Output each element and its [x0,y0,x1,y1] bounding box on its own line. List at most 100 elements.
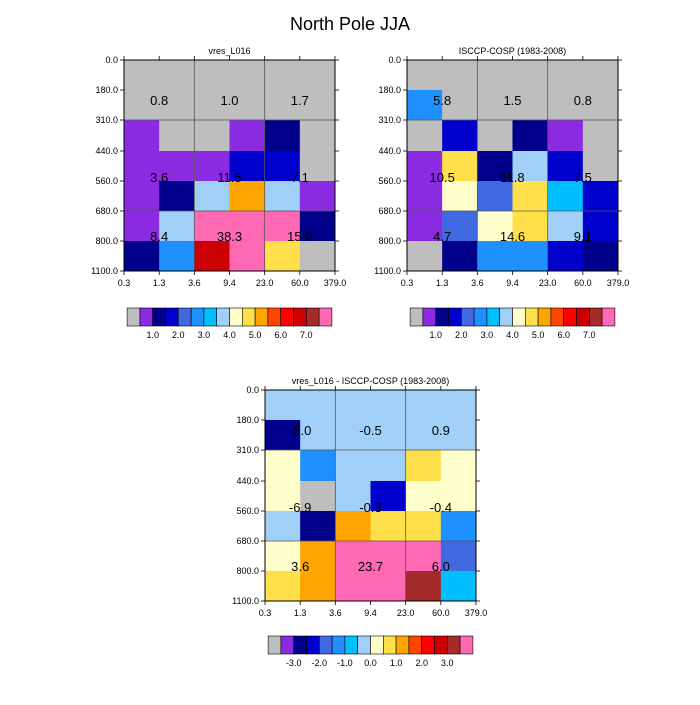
x-tick-label: 379.0 [324,278,347,288]
heatmap-cell [512,241,548,272]
heatmap-cell [159,60,195,91]
heatmap-cell [547,241,584,272]
heatmap-cell [299,90,336,121]
colorbar-box [486,307,500,327]
heatmap-cell [265,571,301,602]
colorbar-box [306,635,320,655]
colorbar-label: 7.0 [583,330,596,340]
y-tick-label: 1100.0 [232,596,259,606]
block-value-label: 11.8 [500,170,524,185]
heatmap-cell [264,60,301,91]
colorbar-box [254,307,269,327]
x-tick-label: 23.0 [397,608,415,618]
heatmap-cell [547,211,584,242]
heatmap-cell [335,511,371,542]
heatmap-cell [442,181,478,212]
heatmap-cell [407,151,443,182]
colorbar-box [434,635,448,655]
heatmap-cell [440,541,477,572]
x-tick-label: 9.4 [223,278,236,288]
colorbar-label: 1.0 [429,330,442,340]
y-tick-label: 180.0 [236,415,259,425]
x-tick-label: 379.0 [465,608,488,618]
heatmap-cell [300,481,336,512]
block-value-label: 1.5 [503,93,521,108]
heatmap-cell [405,541,442,572]
heatmap-cell [582,181,619,212]
colorbar-box [395,635,410,655]
heatmap-cell [229,241,265,272]
heatmap-cell [229,120,265,152]
heatmap-cell [370,420,406,451]
heatmap-cell [229,181,265,212]
panel-title: ISCCP-COSP (1983-2008) [459,46,566,56]
heatmap-cell [477,120,513,152]
heatmap-cell [229,90,265,121]
heatmap-cell [194,120,230,152]
heatmap-cell [194,60,230,91]
colorbar-label: 6.0 [274,330,287,340]
x-tick-label: 3.6 [329,608,342,618]
heatmap-panel-2: ISCCP-COSP (1983-2008) 0.0 180.0 310.0 440.0… [374,46,629,340]
x-tick-label: 60.0 [432,608,450,618]
heatmap-cell [265,541,301,572]
heatmap-cell [440,511,477,542]
heatmap-cell [407,181,443,212]
colorbar-label: -1.0 [337,658,353,668]
heatmap-cell [407,241,443,272]
colorbar-box [165,307,179,327]
heatmap-cell [405,420,442,451]
heatmap-cell [370,571,406,602]
colorbar-label: 4.0 [223,330,236,340]
colorbar-label: 1.0 [146,330,159,340]
colorbar-box [331,635,346,655]
colorbar-label: 0.0 [364,658,377,668]
panel-title: vres_L016 - ISCCP-COSP (1983-2008) [292,376,449,386]
y-tick-label: 310.0 [236,445,259,455]
y-tick-label: 800.0 [378,236,401,246]
heatmap-cell [194,90,230,121]
heatmap-cell [124,241,160,272]
colorbar-box [126,307,141,327]
colorbar-box [473,307,488,327]
heatmap-cell [265,390,301,421]
heatmap-cell [582,241,619,272]
heatmap-cell [405,571,442,602]
heatmap-panel-1: vres_L016 0.0 180.0 310.0 440.0 560.0 680.0 800… [91,46,346,340]
heatmap-cell [194,181,230,212]
colorbar-box [305,307,320,327]
colorbar-box [293,635,307,655]
y-tick-label: 180.0 [378,85,401,95]
heatmap-cell [265,420,301,451]
y-tick-label: 560.0 [236,506,259,516]
colorbar-box [409,307,424,327]
x-tick-label: 0.3 [401,278,414,288]
heatmap-cell [335,481,371,512]
heatmap-cell [299,181,336,212]
heatmap-panel-3: vres_L016 - ISCCP-COSP (1983-2008) 0.0 180… [232,376,487,668]
heatmap-cell [547,120,584,152]
x-tick-label: 1.3 [153,278,166,288]
block-value-label: 1.0 [220,93,238,108]
heatmap-cell [547,181,584,212]
heatmap-cell [159,181,195,212]
x-tick-label: 1.3 [294,608,307,618]
heatmap-cell [582,120,619,152]
colorbar-box [537,307,552,327]
colorbar-box [152,307,166,327]
colorbar-box [422,307,436,327]
colorbar-box [318,635,333,655]
heatmap-cell [477,181,513,212]
colorbar-box [229,307,243,327]
block-value-label: 3.6 [150,170,168,185]
colorbar-box [190,307,205,327]
x-tick-label: 379.0 [607,278,630,288]
heatmap-cell [300,390,336,421]
heatmap-cell [299,211,336,242]
block-value-label: -0.3 [359,500,381,515]
heatmap-cell [159,120,195,152]
colorbar-label: 7.0 [300,330,313,340]
heatmap-cell [300,571,336,602]
y-tick-label: 1100.0 [374,266,401,276]
heatmap-cell [440,450,477,482]
